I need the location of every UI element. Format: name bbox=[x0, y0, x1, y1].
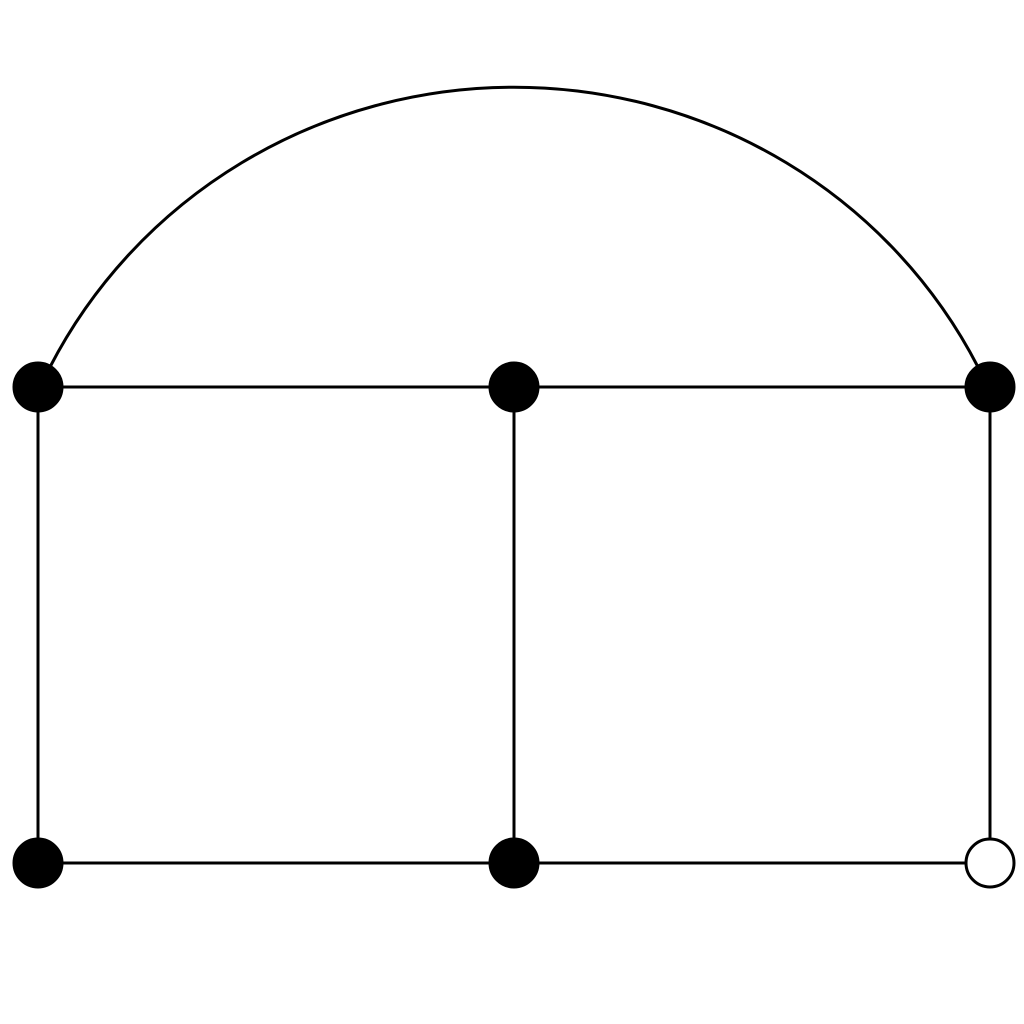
edges-layer bbox=[36, 85, 992, 865]
node-bottom-right bbox=[964, 837, 1016, 889]
nodes-layer bbox=[12, 361, 1016, 889]
node-bottom-middle bbox=[488, 837, 540, 889]
node-bottom-left bbox=[12, 837, 64, 889]
edge-top-left-top-right bbox=[48, 85, 980, 368]
node-top-right bbox=[964, 361, 1016, 413]
node-top-left bbox=[12, 361, 64, 413]
node-top-middle bbox=[488, 361, 540, 413]
